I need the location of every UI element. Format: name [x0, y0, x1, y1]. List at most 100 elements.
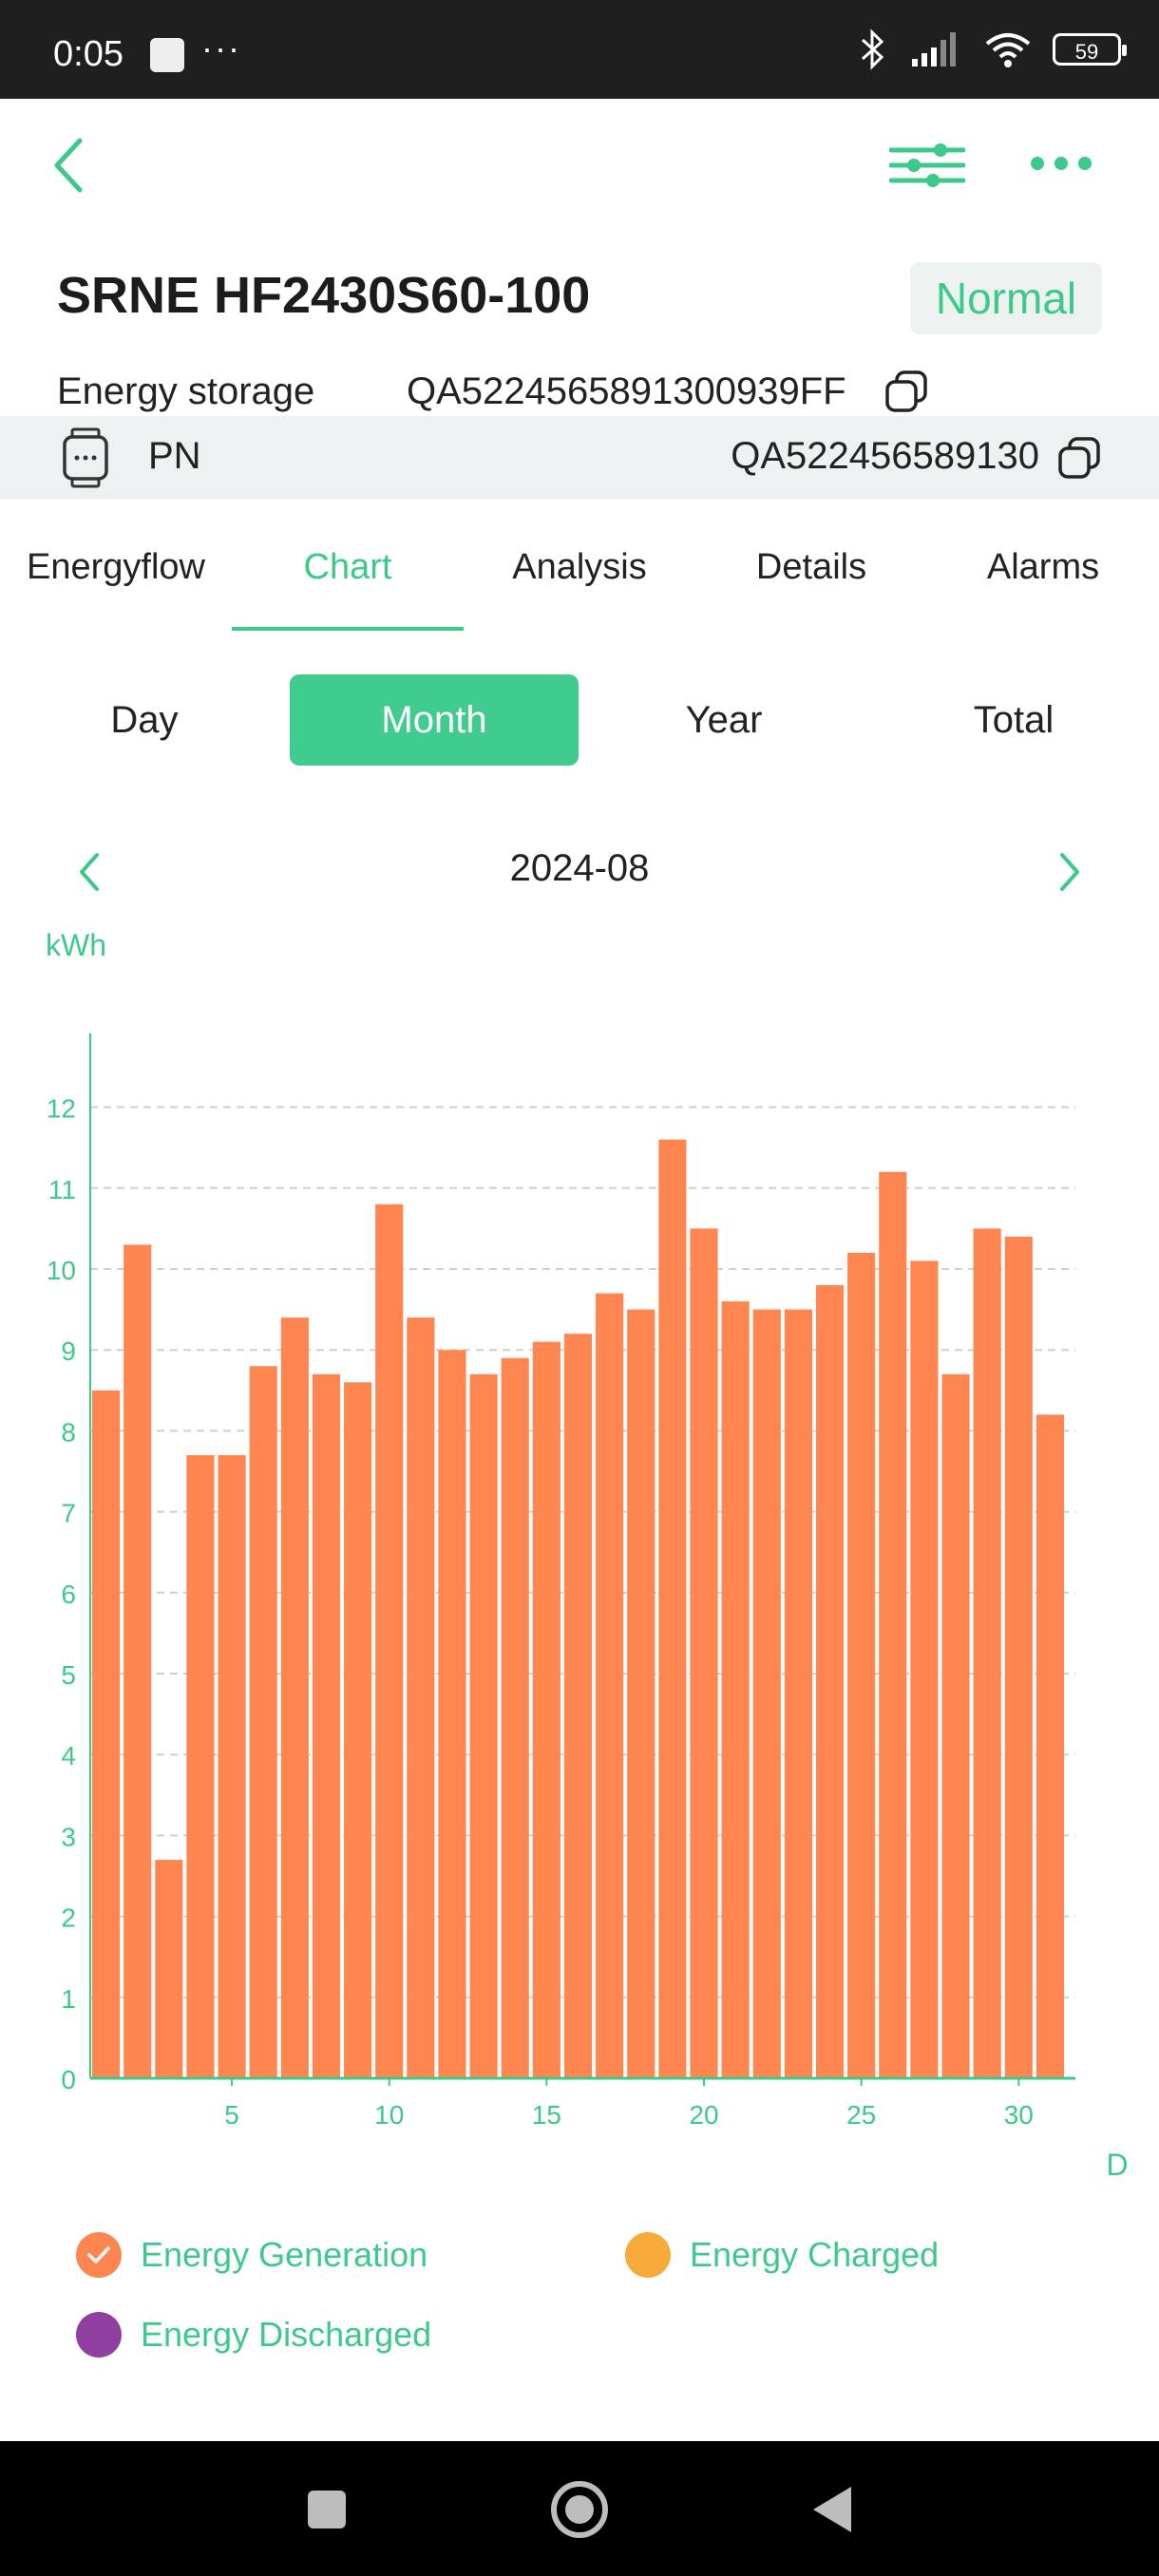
bar-day-30 — [1004, 1236, 1033, 2078]
legend-item-charged[interactable]: Energy Charged — [625, 2232, 939, 2278]
notification-icon — [150, 38, 184, 72]
next-month-icon[interactable] — [1056, 851, 1083, 893]
tab-details[interactable]: Details — [755, 547, 867, 587]
bar-day-21 — [721, 1301, 750, 2078]
bar-day-16 — [563, 1334, 593, 2078]
back-icon[interactable] — [49, 137, 87, 194]
status-time: 0:05 — [53, 34, 124, 74]
tab-analysis[interactable]: Analysis — [512, 547, 647, 587]
y-tick-label: 7 — [61, 1499, 76, 1528]
legend-label: Energy Discharged — [141, 2315, 432, 2354]
y-tick-label: 10 — [47, 1256, 76, 1285]
bar-day-29 — [973, 1228, 1001, 2078]
x-tick-label: 20 — [689, 2100, 718, 2130]
bar-day-23 — [784, 1309, 812, 2078]
storage-id: QA5224565891300939FF — [407, 370, 846, 412]
storage-label: Energy storage — [57, 370, 315, 412]
x-axis-unit-label: D — [1106, 2148, 1128, 2182]
device-title: SRNE HF2430S60-100 — [57, 267, 591, 324]
bar-day-5 — [218, 1454, 246, 2078]
home-icon[interactable] — [549, 2479, 610, 2540]
y-tick-label: 11 — [48, 1175, 76, 1204]
bar-day-22 — [752, 1309, 781, 2078]
copy-icon[interactable] — [884, 369, 929, 414]
settings-sliders-icon[interactable] — [889, 142, 965, 188]
recents-icon[interactable] — [306, 2489, 348, 2530]
tab-bar: Energyflow Chart Analysis Details Alarms — [0, 532, 1159, 631]
active-tab-indicator — [232, 627, 464, 631]
bar-day-12 — [438, 1350, 466, 2078]
bar-day-2 — [124, 1244, 152, 2078]
x-tick-label: 30 — [1004, 2100, 1034, 2130]
period-month-button[interactable]: Month — [290, 674, 579, 766]
bar-day-9 — [344, 1382, 372, 2078]
y-tick-label: 9 — [61, 1336, 76, 1366]
bar-day-31 — [1036, 1414, 1064, 2078]
bar-day-10 — [375, 1203, 404, 2078]
period-year-button[interactable]: Year — [685, 699, 763, 741]
legend-dot-icon — [625, 2232, 671, 2278]
legend-item-generation[interactable]: Energy Generation — [76, 2232, 428, 2278]
bar-day-20 — [690, 1228, 718, 2078]
y-tick-label: 5 — [61, 1660, 76, 1690]
previous-month-icon[interactable] — [76, 851, 103, 893]
wifi-icon — [985, 33, 1031, 67]
period-day-button[interactable]: Day — [110, 699, 179, 741]
bar-day-17 — [596, 1293, 624, 2078]
tab-alarms[interactable]: Alarms — [986, 547, 1100, 587]
x-tick-label: 25 — [846, 2100, 876, 2130]
period-total-button[interactable]: Total — [973, 699, 1054, 741]
bar-day-24 — [815, 1285, 845, 2078]
battery-icon: 59 — [1053, 33, 1127, 66]
legend-dot-icon — [76, 2312, 122, 2358]
back-nav-icon[interactable] — [809, 2483, 855, 2536]
y-axis-unit-label: kWh — [46, 928, 106, 962]
top-app-bar — [0, 99, 1159, 232]
system-navigation-bar — [0, 2441, 1159, 2576]
bar-day-4 — [186, 1454, 215, 2078]
pn-row: PN QA522456589130 — [0, 416, 1159, 500]
more-options-icon[interactable] — [1028, 154, 1094, 173]
bar-day-25 — [847, 1252, 876, 2078]
copy-pn-icon[interactable] — [1056, 435, 1102, 481]
bar-day-19 — [658, 1139, 687, 2078]
status-bar: 0:05 ··· 59 — [0, 0, 1159, 99]
bar-day-26 — [879, 1171, 907, 2078]
bar-day-28 — [941, 1373, 970, 2078]
bar-day-14 — [501, 1357, 529, 2078]
bar-day-13 — [469, 1373, 498, 2078]
legend-label: Energy Generation — [141, 2235, 428, 2274]
device-icon — [63, 427, 108, 488]
bar-day-18 — [627, 1309, 656, 2078]
pn-label: PN — [148, 435, 201, 477]
legend-item-discharged[interactable]: Energy Discharged — [76, 2312, 431, 2358]
tab-chart[interactable]: Chart — [303, 547, 392, 587]
y-tick-label: 12 — [47, 1094, 76, 1124]
bar-day-27 — [910, 1260, 939, 2078]
status-icons: 59 — [857, 28, 1127, 70]
tab-energyflow[interactable]: Energyflow — [27, 547, 205, 587]
y-tick-label: 0 — [61, 2065, 76, 2094]
pn-value: QA522456589130 — [731, 435, 1039, 477]
x-tick-label: 10 — [374, 2100, 404, 2130]
x-tick-label: 5 — [224, 2100, 239, 2130]
bar-day-7 — [280, 1317, 309, 2078]
x-tick-label: 15 — [532, 2100, 561, 2130]
y-tick-label: 8 — [61, 1417, 76, 1447]
status-badge: Normal — [910, 262, 1102, 334]
signal-icon — [912, 32, 956, 66]
more-notifications-icon: ··· — [201, 28, 241, 67]
bar-day-6 — [249, 1366, 277, 2078]
bluetooth-icon — [861, 28, 884, 70]
y-tick-label: 6 — [61, 1580, 76, 1609]
bar-day-15 — [532, 1341, 560, 2078]
y-tick-label: 2 — [61, 1904, 76, 1933]
bar-day-8 — [312, 1373, 341, 2078]
bar-day-11 — [407, 1317, 435, 2078]
bar-day-1 — [92, 1390, 121, 2078]
bar-day-3 — [155, 1859, 183, 2078]
y-tick-label: 3 — [61, 1822, 76, 1851]
y-tick-label: 1 — [61, 1984, 76, 2014]
y-tick-label: 4 — [61, 1741, 76, 1771]
